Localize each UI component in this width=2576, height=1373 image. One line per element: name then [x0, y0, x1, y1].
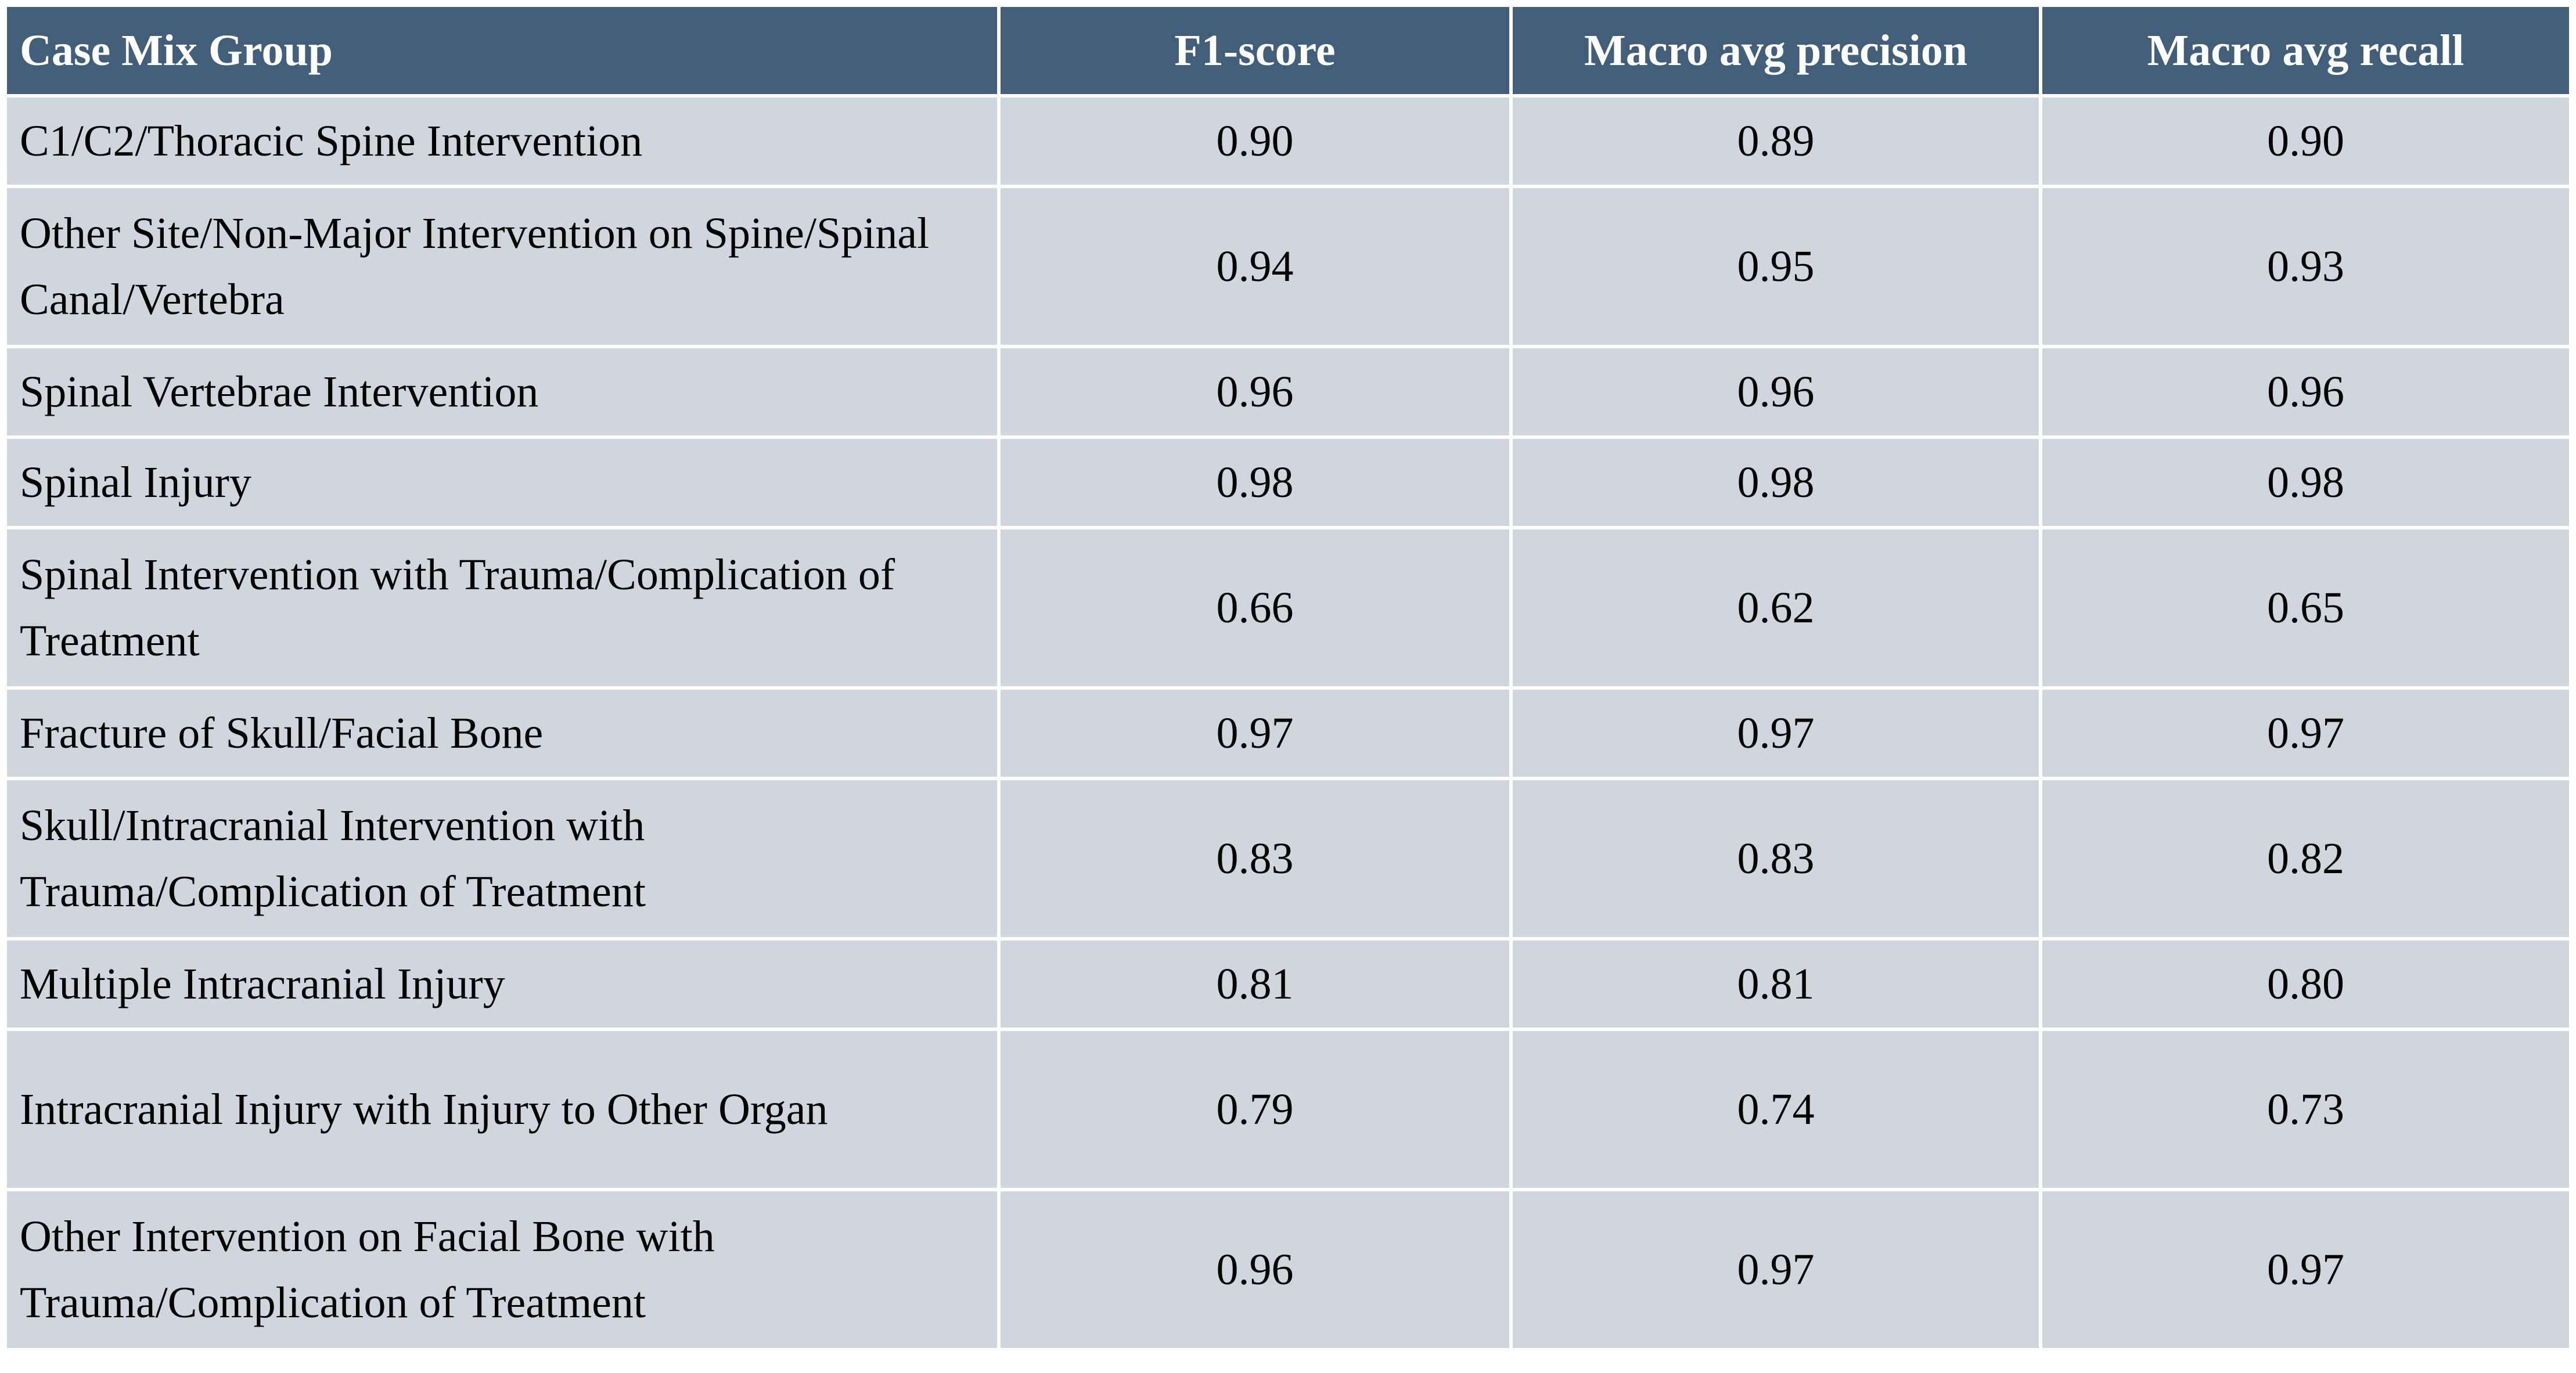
table-row: Intracranial Injury with Injury to Other… [7, 1031, 2569, 1188]
table-row: C1/C2/Thoracic Spine Intervention 0.90 0… [7, 98, 2569, 185]
header-f1-score: F1-score [1001, 7, 1509, 94]
cell-macro-avg-precision: 0.96 [1513, 348, 2039, 435]
cell-macro-avg-recall: 0.93 [2042, 188, 2569, 345]
cell-macro-avg-recall: 0.65 [2042, 529, 2569, 686]
results-table: Case Mix Group F1-score Macro avg precis… [3, 3, 2573, 1352]
cell-macro-avg-precision: 0.97 [1513, 690, 2039, 777]
cell-macro-avg-recall: 0.97 [2042, 690, 2569, 777]
cell-macro-avg-precision: 0.95 [1513, 188, 2039, 345]
header-case-mix-group: Case Mix Group [7, 7, 997, 94]
table-row: Other Site/Non-Major Intervention on Spi… [7, 188, 2569, 345]
table-row: Fracture of Skull/Facial Bone 0.97 0.97 … [7, 690, 2569, 777]
cell-macro-avg-precision: 0.98 [1513, 439, 2039, 526]
cell-case-mix-group: Spinal Vertebrae Intervention [7, 348, 997, 435]
table-row: Spinal Intervention with Trauma/Complica… [7, 529, 2569, 686]
cell-case-mix-group: Fracture of Skull/Facial Bone [7, 690, 997, 777]
table-row: Skull/Intracranial Intervention with Tra… [7, 780, 2569, 937]
cell-macro-avg-precision: 0.62 [1513, 529, 2039, 686]
cell-macro-avg-precision: 0.74 [1513, 1031, 2039, 1188]
cell-case-mix-group: Other Site/Non-Major Intervention on Spi… [7, 188, 997, 345]
cell-case-mix-group: Spinal Intervention with Trauma/Complica… [7, 529, 997, 686]
cell-f1-score: 0.98 [1001, 439, 1509, 526]
cell-f1-score: 0.81 [1001, 940, 1509, 1028]
cell-f1-score: 0.66 [1001, 529, 1509, 686]
cell-f1-score: 0.83 [1001, 780, 1509, 937]
cell-macro-avg-precision: 0.89 [1513, 98, 2039, 185]
cell-macro-avg-precision: 0.97 [1513, 1191, 2039, 1348]
header-macro-avg-precision: Macro avg precision [1513, 7, 2039, 94]
cell-macro-avg-precision: 0.83 [1513, 780, 2039, 937]
cell-macro-avg-recall: 0.73 [2042, 1031, 2569, 1188]
header-macro-avg-recall: Macro avg recall [2042, 7, 2569, 94]
cell-case-mix-group: Multiple Intracranial Injury [7, 940, 997, 1028]
cell-f1-score: 0.94 [1001, 188, 1509, 345]
cell-case-mix-group: Other Intervention on Facial Bone with T… [7, 1191, 997, 1348]
cell-f1-score: 0.90 [1001, 98, 1509, 185]
cell-f1-score: 0.96 [1001, 1191, 1509, 1348]
cell-macro-avg-recall: 0.80 [2042, 940, 2569, 1028]
cell-macro-avg-recall: 0.97 [2042, 1191, 2569, 1348]
cell-macro-avg-recall: 0.98 [2042, 439, 2569, 526]
table-row: Spinal Injury 0.98 0.98 0.98 [7, 439, 2569, 526]
table-row: Multiple Intracranial Injury 0.81 0.81 0… [7, 940, 2569, 1028]
cell-macro-avg-recall: 0.82 [2042, 780, 2569, 937]
header-row: Case Mix Group F1-score Macro avg precis… [7, 7, 2569, 94]
cell-macro-avg-recall: 0.96 [2042, 348, 2569, 435]
table-row: Other Intervention on Facial Bone with T… [7, 1191, 2569, 1348]
cell-case-mix-group: C1/C2/Thoracic Spine Intervention [7, 98, 997, 185]
cell-case-mix-group: Spinal Injury [7, 439, 997, 526]
cell-case-mix-group: Skull/Intracranial Intervention with Tra… [7, 780, 997, 937]
cell-f1-score: 0.97 [1001, 690, 1509, 777]
cell-f1-score: 0.79 [1001, 1031, 1509, 1188]
cell-macro-avg-recall: 0.90 [2042, 98, 2569, 185]
table-row: Spinal Vertebrae Intervention 0.96 0.96 … [7, 348, 2569, 435]
cell-macro-avg-precision: 0.81 [1513, 940, 2039, 1028]
cell-case-mix-group: Intracranial Injury with Injury to Other… [7, 1031, 997, 1188]
cell-f1-score: 0.96 [1001, 348, 1509, 435]
